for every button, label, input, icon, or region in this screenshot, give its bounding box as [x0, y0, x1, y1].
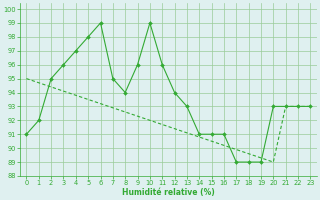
X-axis label: Humidité relative (%): Humidité relative (%) — [122, 188, 215, 197]
